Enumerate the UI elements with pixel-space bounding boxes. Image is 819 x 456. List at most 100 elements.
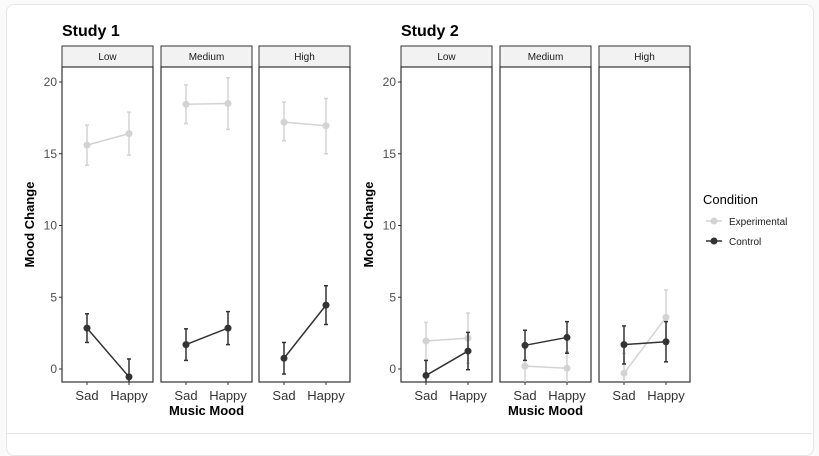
series-line [623,340,667,346]
y-tick-label: 5 [389,290,396,304]
series-control [521,320,571,362]
study-2-plot: Study 2 0 5 10 15 20 Mood Change Music Mood Low S… [361,23,691,418]
series-control [83,313,133,382]
facet-panel-high: High Sad Happy [598,45,691,403]
facet-panel-high: High Sad Happy [258,45,351,403]
study-title: Study 2 [401,23,459,40]
y-tick-label: 20 [44,75,58,89]
y-tick-label: 15 [44,147,58,161]
series-line [623,316,667,374]
x-tick-label: Sad [272,388,295,403]
data-point [280,118,288,126]
x-tick-label: Happy [307,388,345,403]
y-tick-label: 0 [389,362,396,376]
data-point [125,373,133,381]
x-tick-label: Sad [612,388,635,403]
series-line [524,365,568,370]
y-tick-label: 5 [50,290,57,304]
data-point [322,122,330,130]
facet-strip-label: Low [437,52,456,63]
data-point [563,364,571,372]
series-control [280,285,330,375]
series-control [182,310,232,362]
facet-strip-label: Medium [189,52,225,63]
series-line [185,102,229,105]
panel-border [499,66,592,383]
legend-point-key [710,237,718,245]
series-line [425,337,469,342]
legend-label: Experimental [729,217,787,228]
series-line [425,350,469,377]
legend: Condition Experimental Control [703,192,787,248]
panel-border [160,66,253,383]
study-title: Study 1 [62,23,120,40]
series-line [524,336,568,347]
panel-border [61,66,154,383]
legend-point-key [710,217,718,225]
facet-strip-label: Low [98,52,117,63]
y-axis-label: Mood Change [361,182,376,268]
data-point [662,338,670,346]
data-point [125,130,133,138]
x-tick-label: Happy [449,388,487,403]
panel-border [258,66,351,383]
x-tick-label: Sad [75,388,98,403]
series-control [620,320,670,365]
legend-title: Condition [703,192,758,207]
x-axis-label: Music Mood [169,403,244,418]
data-point [422,371,430,379]
y-tick-label: 10 [44,219,58,233]
data-point [620,341,628,349]
series-line [283,121,327,127]
data-point [280,354,288,362]
panel-border [400,66,493,383]
data-point [521,362,529,370]
y-axis-label: Mood Change [22,182,37,268]
series-line [86,327,130,378]
y-tick-label: 0 [50,362,57,376]
series-experimental [280,97,330,155]
legend-item-control: Control [706,237,761,248]
legend-item-experimental: Experimental [706,217,787,228]
series-control [422,331,472,382]
y-tick-label: 15 [383,147,397,161]
data-point [224,324,232,332]
legend-label: Control [729,237,761,248]
data-point [224,100,232,108]
y-tick-label: 10 [383,219,397,233]
x-tick-label: Sad [414,388,437,403]
series-line [185,327,229,346]
facet-panel-medium: Medium Sad Happy [160,45,253,403]
series-line [283,304,327,359]
card-divider [6,433,812,434]
series-experimental [182,76,232,131]
facet-panel-low: Low Sad Happy [61,45,154,403]
series-experimental [83,111,133,166]
data-point [322,301,330,309]
study-1-plot: Study 1 0 5 10 15 20 Mood Change Music Mood Low S… [22,23,351,418]
data-point [182,100,190,108]
x-axis-label: Music Mood [508,403,583,418]
data-point [521,341,529,349]
facet-strip-label: High [294,52,315,63]
x-tick-label: Happy [548,388,586,403]
facet-panel-low: Low Sad Happy [400,45,493,403]
data-point [662,313,670,321]
data-point [620,369,628,377]
x-tick-label: Sad [513,388,536,403]
data-point [83,141,91,149]
x-tick-label: Happy [647,388,685,403]
series-line [86,132,130,146]
data-point [182,341,190,349]
x-tick-label: Happy [110,388,148,403]
data-point [422,337,430,345]
x-tick-label: Happy [209,388,247,403]
data-point [464,347,472,355]
facet-strip-label: High [634,52,655,63]
y-tick-label: 20 [383,75,397,89]
data-point [83,324,91,332]
data-point [563,333,571,341]
panel-border [598,66,691,383]
facet-strip-label: Medium [528,52,564,63]
